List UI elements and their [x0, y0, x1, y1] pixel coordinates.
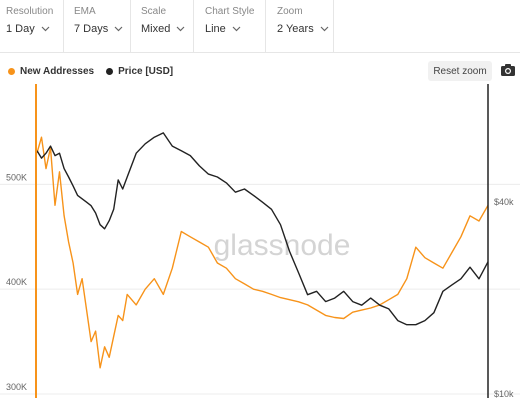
series-line-new-addresses	[36, 136, 489, 369]
zoom-label: Zoom	[277, 6, 303, 17]
chart-style-select[interactable]: Line	[205, 23, 265, 35]
chevron-down-icon	[320, 26, 329, 32]
axis-layer: 300K 400K 500K $10k $40k	[6, 84, 514, 399]
ema-label: EMA	[74, 6, 96, 17]
chart-style-label: Chart Style	[205, 6, 255, 17]
scale-value: Mixed	[141, 23, 171, 35]
scale-control[interactable]: Scale Mixed	[131, 0, 194, 53]
ema-select[interactable]: 7 Days	[74, 23, 130, 35]
left-axis-tick-label: 500K	[6, 172, 27, 182]
legend-label-price: Price [USD]	[118, 66, 174, 77]
left-axis-tick-label: 300K	[6, 382, 27, 392]
resolution-select[interactable]: 1 Day	[6, 23, 63, 35]
legend-item-price[interactable]: Price [USD]	[106, 66, 173, 77]
legend-dot-new-addresses	[8, 68, 15, 75]
zoom-value: 2 Years	[277, 23, 314, 35]
series-layer	[36, 132, 489, 369]
camera-icon[interactable]	[500, 62, 516, 78]
reset-zoom-button[interactable]: Reset zoom	[428, 61, 492, 81]
scale-select[interactable]: Mixed	[141, 23, 193, 35]
ema-value: 7 Days	[74, 23, 109, 35]
ema-control[interactable]: EMA 7 Days	[64, 0, 131, 53]
left-axis-tick-label: 400K	[6, 277, 27, 287]
watermark-text: glassnode	[214, 229, 351, 262]
right-axis-tick-label: $10k	[494, 389, 514, 399]
series-line-price	[36, 132, 489, 326]
scale-label: Scale	[141, 6, 167, 17]
right-axis-tick-label: $40k	[494, 197, 514, 207]
resolution-label: Resolution	[6, 6, 54, 17]
chart-style-control[interactable]: Chart Style Line	[194, 0, 266, 53]
zoom-control[interactable]: Zoom 2 Years	[266, 0, 334, 53]
grid-layer	[0, 183, 520, 395]
chevron-down-icon	[41, 26, 50, 32]
chevron-down-icon	[176, 26, 185, 32]
chart-toolbar: Resolution 1 Day EMA 7 Days Scale Mixed …	[0, 0, 520, 53]
resolution-value: 1 Day	[6, 23, 35, 35]
chevron-down-icon	[114, 26, 123, 32]
legend-dot-price	[106, 68, 114, 75]
chart-style-value: Line	[205, 23, 226, 35]
chart-legend: New Addresses Price [USD]	[8, 66, 173, 77]
resolution-control[interactable]: Resolution 1 Day	[0, 0, 64, 53]
legend-item-new-addresses[interactable]: New Addresses	[8, 66, 94, 77]
chart-area[interactable]: glassnode 300K 400K 500K $10k $40k	[0, 84, 520, 400]
legend-label-new-addresses: New Addresses	[20, 66, 95, 77]
chevron-down-icon	[232, 26, 241, 32]
zoom-select[interactable]: 2 Years	[277, 23, 333, 35]
